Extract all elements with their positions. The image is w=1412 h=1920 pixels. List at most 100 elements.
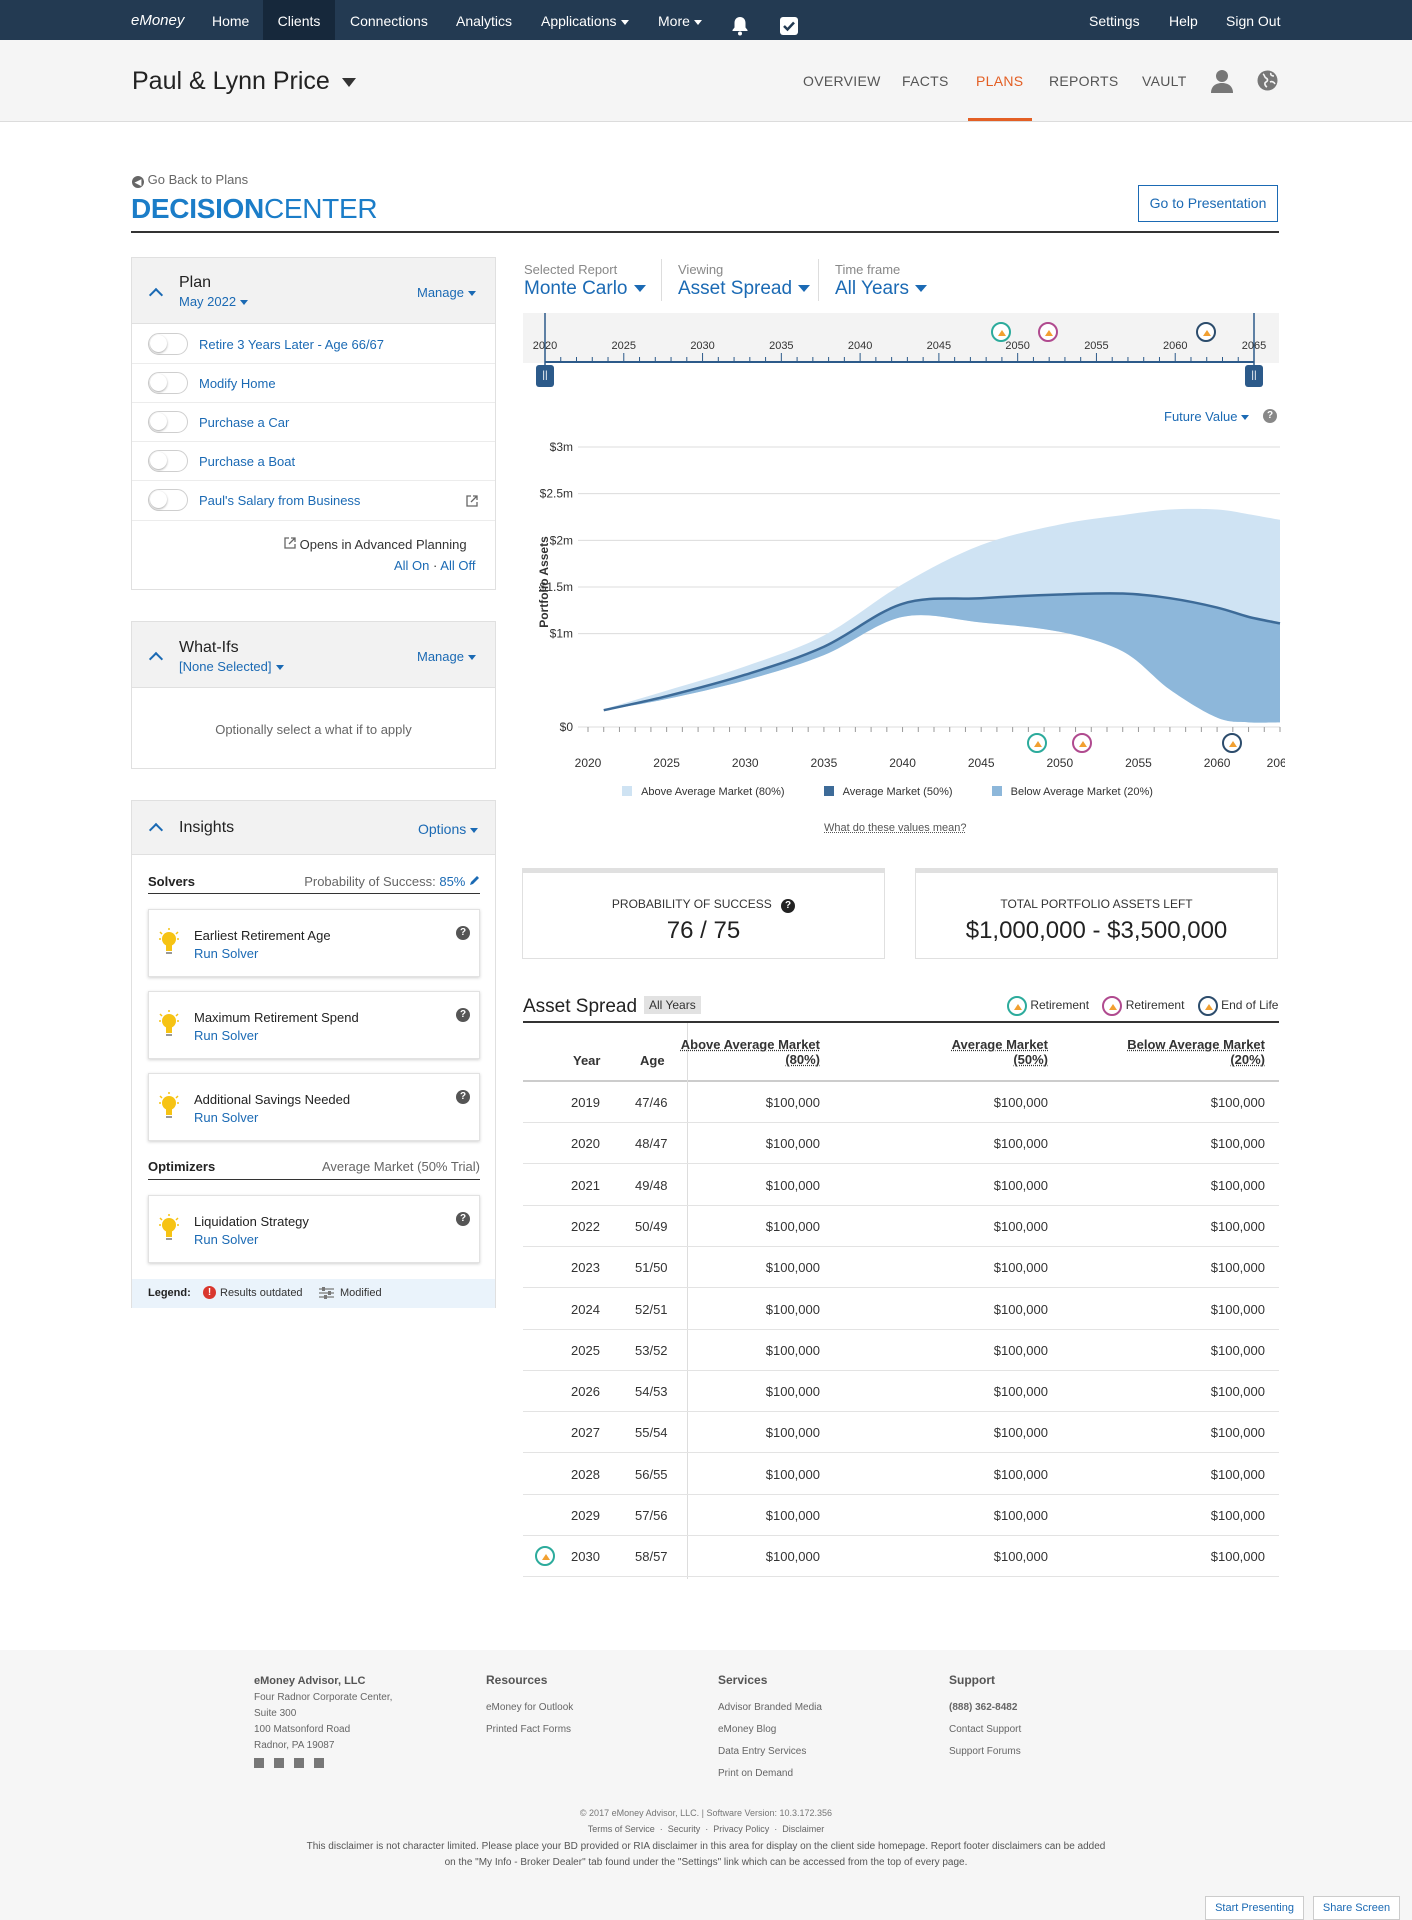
solver-card-max-retirement-spend[interactable]: Maximum Retirement Spend Run Solver ? [148,991,480,1059]
help-icon[interactable]: ? [456,1212,470,1226]
client-name[interactable]: Paul & Lynn Price [132,67,356,96]
probability-value[interactable]: 85% [439,874,466,889]
retirement-marker-icon[interactable] [1038,322,1058,342]
tab-facts[interactable]: FACTS [902,73,949,89]
tab-overview[interactable]: OVERVIEW [803,73,881,89]
nav-settings[interactable]: Settings [1089,13,1140,29]
user-icon[interactable] [1211,69,1233,96]
emoney-logo[interactable]: eMoney [131,12,185,29]
retirement-marker-icon[interactable] [1072,733,1092,753]
facebook-icon[interactable] [254,1758,264,1768]
range-end-handle[interactable]: || [1245,365,1263,387]
footer-link[interactable]: Contact Support [949,1724,1022,1735]
nav-connections[interactable]: Connections [350,13,428,29]
values-meaning-link[interactable]: What do these values mean? [824,822,967,834]
footer-link[interactable]: Print on Demand [718,1768,794,1779]
linkedin-icon[interactable] [294,1758,304,1768]
run-solver-link[interactable]: Run Solver [194,946,259,961]
bell-icon[interactable] [731,10,749,36]
go-to-presentation-button[interactable]: Go to Presentation [1138,185,1278,222]
footer-link[interactable]: Terms of Service [587,1824,655,1834]
help-icon[interactable]: ? [781,899,796,913]
toggle-salary-business[interactable] [148,489,188,511]
footer-link[interactable]: Disclaimer [782,1824,825,1834]
column-below-average[interactable]: Below Average Market (20%) [1127,1037,1265,1067]
end-of-life-marker-icon[interactable] [1196,322,1216,342]
toggle-retire-later[interactable] [148,333,188,355]
nav-help[interactable]: Help [1169,13,1198,29]
column-above-average[interactable]: Above Average Market (80%) [681,1037,820,1067]
solver-card-additional-savings[interactable]: Additional Savings Needed Run Solver ? [148,1073,480,1141]
tab-plans[interactable]: PLANS [976,73,1024,89]
plan-item-modify-home[interactable]: Modify Home [199,376,276,391]
plan-item-purchase-car[interactable]: Purchase a Car [199,415,290,430]
youtube-icon[interactable] [314,1758,324,1768]
viewing-dropdown[interactable]: Asset Spread [678,278,811,300]
all-on-link[interactable]: All On [394,558,430,573]
collapse-icon[interactable] [148,651,164,667]
plan-manage-menu[interactable]: Manage [417,285,476,300]
timeline-tick-label: 2040 [848,340,872,352]
checkbox-icon[interactable] [779,10,799,35]
tab-vault[interactable]: VAULT [1142,73,1187,89]
end-of-life-marker-icon[interactable] [1222,733,1242,753]
start-presenting-button[interactable]: Start Presenting [1205,1896,1304,1920]
plan-version-select[interactable]: May 2022 [179,294,249,309]
run-solver-link[interactable]: Run Solver [194,1232,259,1247]
external-link-icon[interactable] [466,494,478,510]
table-row: 2021 49/48 $100,000 $100,000 $100,000 [523,1165,1279,1206]
footer-link[interactable]: Support Forums [949,1746,1021,1757]
footer-link[interactable]: Data Entry Services [718,1746,807,1757]
help-icon[interactable]: ? [456,1090,470,1104]
nav-more[interactable]: More [658,0,702,40]
plan-item-purchase-boat[interactable]: Purchase a Boat [199,454,296,469]
toggle-purchase-boat[interactable] [148,450,188,472]
tab-reports[interactable]: REPORTS [1049,73,1119,89]
share-screen-button[interactable]: Share Screen [1313,1896,1400,1920]
whatifs-select[interactable]: [None Selected] [179,659,284,674]
help-icon[interactable]: ? [1263,409,1277,423]
collapse-icon[interactable] [148,287,164,303]
run-solver-link[interactable]: Run Solver [194,1028,259,1043]
footer-link[interactable]: Advisor Branded Media [718,1702,822,1713]
footer-link[interactable]: Privacy Policy [713,1824,770,1834]
whatifs-manage-label: Manage [417,649,464,664]
footer-link[interactable]: eMoney Blog [718,1724,777,1735]
whatifs-manage-menu[interactable]: Manage [417,649,476,664]
plan-item-retire-later[interactable]: Retire 3 Years Later - Age 66/67 [199,337,385,352]
selected-report-dropdown[interactable]: Monte Carlo [524,278,646,300]
all-off-link[interactable]: All Off [440,558,476,573]
retirement-marker-icon[interactable] [1027,733,1047,753]
x-tick-label: 2035 [811,756,838,770]
timeframe-dropdown[interactable]: All Years [835,278,927,300]
column-average[interactable]: Average Market (50%) [952,1037,1048,1067]
help-icon[interactable]: ? [456,1008,470,1022]
footer-link[interactable]: Printed Fact Forms [486,1724,572,1735]
retirement-marker-icon[interactable] [991,322,1011,342]
optimizer-card-liquidation-strategy[interactable]: Liquidation Strategy Run Solver ? [148,1195,480,1263]
solver-card-earliest-retirement[interactable]: Earliest Retirement Age Run Solver ? [148,909,480,977]
future-value-dropdown[interactable]: Future Value [1164,409,1250,424]
insights-options-menu[interactable]: Options [418,821,479,837]
run-solver-link[interactable]: Run Solver [194,1110,259,1125]
toggle-purchase-car[interactable] [148,411,188,433]
back-to-plans-link[interactable]: ◀ Go Back to Plans [132,172,248,188]
column-above-average-pct: (80%) [785,1052,820,1067]
timeline-slider[interactable]: 2020 2025 2030 2035 2040 2045 2050 2055 2060 2065… [523,313,1279,387]
nav-clients[interactable]: Clients [263,0,335,40]
nav-analytics[interactable]: Analytics [456,13,513,29]
globe-icon[interactable] [1257,70,1278,94]
toggle-modify-home[interactable] [148,372,188,394]
collapse-icon[interactable] [148,822,164,838]
nav-sign-out[interactable]: Sign Out [1226,13,1281,29]
footer-link[interactable]: eMoney for Outlook [486,1702,574,1713]
help-icon[interactable]: ? [456,926,470,940]
nav-home[interactable]: Home [212,13,250,29]
pencil-icon[interactable] [469,875,480,886]
table-cell: $100,000 [993,1218,1048,1234]
plan-item-salary-business[interactable]: Paul's Salary from Business [199,493,361,508]
twitter-icon[interactable] [274,1758,284,1768]
nav-applications[interactable]: Applications [541,0,629,40]
range-start-handle[interactable]: || [536,365,554,387]
footer-link[interactable]: Security [667,1824,701,1834]
